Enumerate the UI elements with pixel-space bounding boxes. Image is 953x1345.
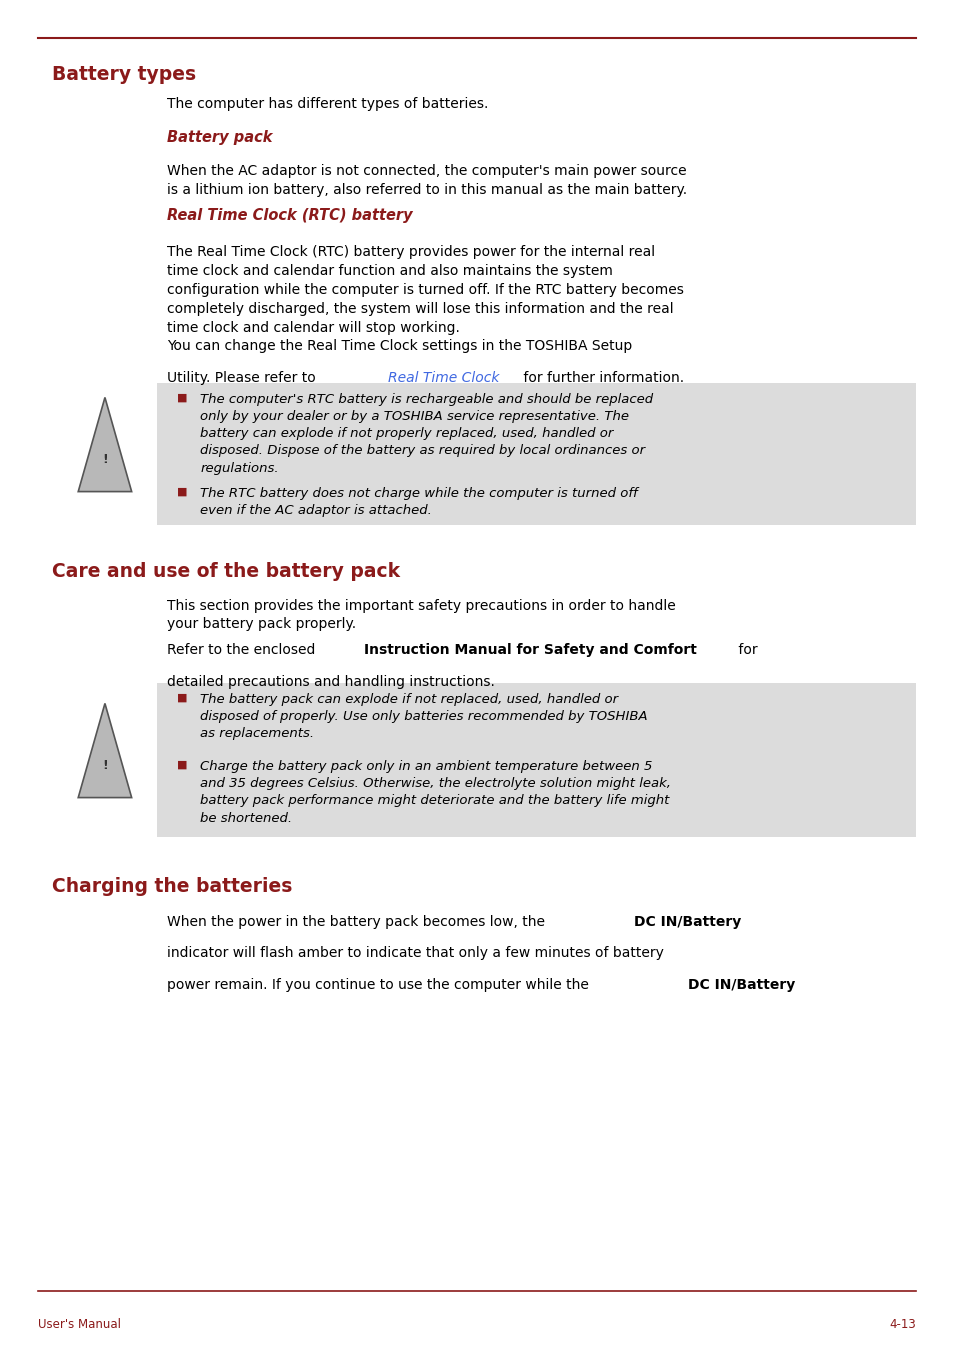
FancyBboxPatch shape — [157, 683, 915, 837]
Text: Charging the batteries: Charging the batteries — [52, 877, 293, 896]
Text: Utility. Please refer to: Utility. Please refer to — [167, 370, 320, 385]
Text: Refer to the enclosed: Refer to the enclosed — [167, 643, 319, 656]
Text: Real Time Clock (RTC) battery: Real Time Clock (RTC) battery — [167, 208, 412, 223]
Text: You can change the Real Time Clock settings in the TOSHIBA Setup: You can change the Real Time Clock setti… — [167, 339, 632, 352]
FancyBboxPatch shape — [157, 383, 915, 525]
Text: ■: ■ — [176, 393, 187, 402]
Text: The computer has different types of batteries.: The computer has different types of batt… — [167, 97, 488, 110]
Text: for further information.: for further information. — [518, 370, 683, 385]
Text: Care and use of the battery pack: Care and use of the battery pack — [52, 562, 400, 581]
Text: 4-13: 4-13 — [888, 1318, 915, 1332]
Text: !: ! — [102, 453, 108, 465]
Text: The battery pack can explode if not replaced, used, handled or
disposed of prope: The battery pack can explode if not repl… — [200, 693, 647, 740]
Text: When the power in the battery pack becomes low, the: When the power in the battery pack becom… — [167, 915, 549, 928]
Text: ■: ■ — [176, 487, 187, 496]
Text: Real Time Clock: Real Time Clock — [388, 370, 499, 385]
Text: power remain. If you continue to use the computer while the: power remain. If you continue to use the… — [167, 978, 593, 991]
Text: User's Manual: User's Manual — [38, 1318, 121, 1332]
Text: When the AC adaptor is not connected, the computer's main power source
is a lith: When the AC adaptor is not connected, th… — [167, 164, 686, 196]
Text: for: for — [733, 643, 757, 656]
Polygon shape — [78, 703, 132, 798]
Text: The RTC battery does not charge while the computer is turned off
even if the AC : The RTC battery does not charge while th… — [200, 487, 638, 516]
Text: indicator will flash amber to indicate that only a few minutes of battery: indicator will flash amber to indicate t… — [167, 947, 663, 960]
Text: Battery types: Battery types — [52, 65, 196, 83]
Text: Charge the battery pack only in an ambient temperature between 5
and 35 degrees : Charge the battery pack only in an ambie… — [200, 760, 671, 824]
Text: !: ! — [102, 759, 108, 772]
Text: The Real Time Clock (RTC) battery provides power for the internal real
time cloc: The Real Time Clock (RTC) battery provid… — [167, 245, 683, 335]
Polygon shape — [78, 398, 132, 492]
Text: This section provides the important safety precautions in order to handle
your b: This section provides the important safe… — [167, 599, 675, 631]
Text: detailed precautions and handling instructions.: detailed precautions and handling instru… — [167, 675, 495, 689]
Text: Battery pack: Battery pack — [167, 130, 273, 145]
Text: Instruction Manual for Safety and Comfort: Instruction Manual for Safety and Comfor… — [364, 643, 697, 656]
Text: DC IN/Battery: DC IN/Battery — [687, 978, 794, 991]
Text: ■: ■ — [176, 760, 187, 769]
Text: ■: ■ — [176, 693, 187, 702]
Text: The computer's RTC battery is rechargeable and should be replaced
only by your d: The computer's RTC battery is rechargeab… — [200, 393, 653, 475]
Text: DC IN/Battery: DC IN/Battery — [634, 915, 740, 928]
